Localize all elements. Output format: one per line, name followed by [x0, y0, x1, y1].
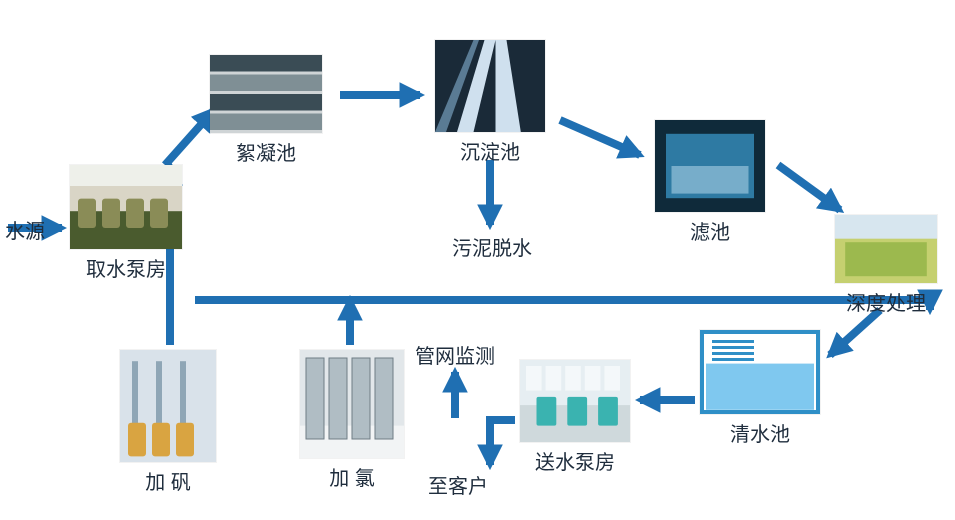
- node-deliver-label: 送水泵房: [520, 446, 630, 475]
- arrow-a_sed_filter: [560, 120, 640, 155]
- diagram-stage: 水源取水泵房 絮凝池 沉淀池滤池深度处理清水池送水泵房加 氯 加 矾 污泥脱水管网监测至…: [0, 0, 955, 520]
- arrow-a_intake_floc: [165, 110, 214, 165]
- arrow-a_filter_deep: [778, 165, 840, 210]
- node-filter-label: 滤池: [655, 216, 765, 245]
- node-floc: 絮凝池: [210, 55, 322, 166]
- node-floc-image: [210, 55, 322, 133]
- node-deep-label: 深度处理: [835, 287, 937, 316]
- node-floc-label: 絮凝池: [210, 137, 322, 166]
- arrow-a_cross_long: [195, 300, 930, 310]
- node-deliver-image: [520, 360, 630, 442]
- arrow-a_deliver_out: [490, 420, 515, 465]
- node-clear: 清水池: [700, 330, 820, 447]
- node-intake-image: [70, 165, 182, 249]
- node-clear-label: 清水池: [700, 418, 820, 447]
- node-sed-image: [435, 40, 545, 132]
- label-sludge: 污泥脱水: [452, 232, 532, 261]
- node-filter: 滤池: [655, 120, 765, 245]
- node-chlorine: 加 氯: [300, 350, 404, 491]
- node-chlorine-image: [300, 350, 404, 458]
- node-source-label: 水源: [5, 215, 45, 244]
- node-sed: 沉淀池: [435, 40, 545, 165]
- node-alum-label: 加 矾: [120, 466, 216, 495]
- node-intake: 取水泵房: [70, 165, 182, 282]
- node-source: 水源: [5, 215, 45, 244]
- node-deep: 深度处理: [835, 215, 937, 316]
- node-intake-label: 取水泵房: [70, 253, 182, 282]
- node-deliver: 送水泵房: [520, 360, 630, 475]
- node-deep-image: [835, 215, 937, 283]
- label-netmon: 管网监测: [415, 340, 495, 369]
- node-alum: 加 矾: [120, 350, 216, 495]
- node-clear-image: [700, 330, 820, 414]
- node-chlorine-label: 加 氯: [300, 462, 404, 491]
- arrow-a_deep_clear: [830, 310, 880, 355]
- node-alum-image: [120, 350, 216, 462]
- node-filter-image: [655, 120, 765, 212]
- label-customer: 至客户: [428, 470, 488, 499]
- node-sed-label: 沉淀池: [435, 136, 545, 165]
